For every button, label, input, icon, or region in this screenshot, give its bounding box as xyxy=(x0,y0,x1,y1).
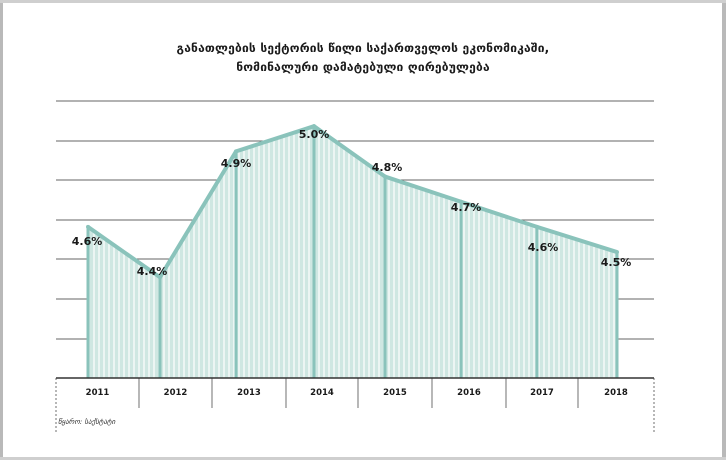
data-label-2015: 4.8% xyxy=(372,161,403,174)
data-point-2012 xyxy=(158,275,162,280)
x-tick-label-2014: 2014 xyxy=(310,388,334,398)
data-label-2018: 4.5% xyxy=(601,256,632,269)
data-point-2011 xyxy=(86,224,90,229)
frame-right-edge xyxy=(722,0,726,460)
frame-bottom-edge xyxy=(0,457,726,460)
data-label-2012: 4.4% xyxy=(137,265,168,278)
data-point-2013 xyxy=(234,149,238,154)
data-point-2016 xyxy=(459,199,463,204)
series-line xyxy=(86,124,618,280)
data-label-2016: 4.7% xyxy=(451,201,482,214)
x-tick-label-2011: 2011 xyxy=(86,388,110,398)
area-fill xyxy=(88,126,617,378)
data-label-2014: 5.0% xyxy=(299,128,330,141)
data-point-2014 xyxy=(312,124,316,129)
chart-title-line-2: ნომინალური დამატებული ღირებულება xyxy=(236,60,490,74)
x-tick-label-2017: 2017 xyxy=(530,388,554,398)
data-point-2015 xyxy=(383,174,387,179)
chart-source: წყარო: საქსტატი xyxy=(58,418,116,426)
chart-title-line-1: განათლების სექტორის წილი საქართველოს ეკო… xyxy=(176,41,550,55)
data-point-2018 xyxy=(615,250,619,255)
data-label-2017: 4.6% xyxy=(528,241,559,254)
data-point-2017 xyxy=(535,224,539,229)
frame-left-edge xyxy=(0,0,3,460)
data-label-2013: 4.9% xyxy=(221,157,252,170)
data-label-2011: 4.6% xyxy=(72,235,103,248)
x-tick-label-2015: 2015 xyxy=(383,388,407,398)
frame-top-edge xyxy=(0,0,726,3)
x-tick-label-2016: 2016 xyxy=(457,388,481,398)
x-tick-label-2013: 2013 xyxy=(237,388,261,398)
x-tick-label-2012: 2012 xyxy=(164,388,188,398)
x-tick-label-2018: 2018 xyxy=(604,388,628,398)
